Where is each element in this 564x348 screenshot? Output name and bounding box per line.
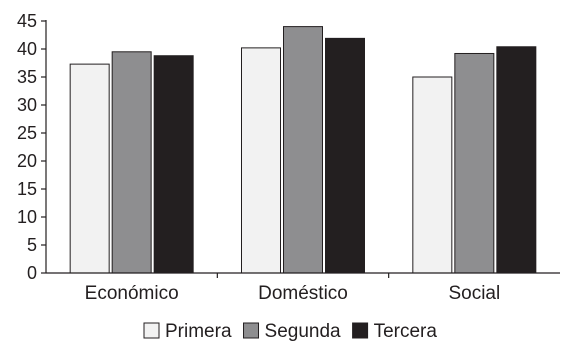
y-axis: 0 5 10 15 20 25 30 35 40 45 xyxy=(17,11,47,283)
y-tick-label: 45 xyxy=(17,11,37,31)
bar-tercera-0 xyxy=(153,55,194,274)
y-tick-label: 20 xyxy=(17,151,37,171)
bar-primera-1 xyxy=(241,47,281,274)
y-tick-label: 25 xyxy=(17,123,37,143)
bar-segunda-0 xyxy=(111,51,152,274)
legend-swatch-segunda xyxy=(243,322,260,339)
legend: Primera Segunda Tercera xyxy=(143,321,438,342)
x-category-label: Económico xyxy=(85,283,179,304)
legend-label-tercera: Tercera xyxy=(374,321,438,342)
legend-swatch-primera xyxy=(143,322,160,339)
bar-tercera-1 xyxy=(325,37,365,274)
y-tick-label: 40 xyxy=(17,39,37,59)
bar-segunda-2 xyxy=(454,52,495,274)
legend-label-primera: Primera xyxy=(165,321,232,342)
bar-primera-0 xyxy=(69,63,110,274)
legend-label-segunda: Segunda xyxy=(265,321,342,342)
legend-swatch-tercera xyxy=(352,322,369,339)
y-tick-label: 5 xyxy=(27,235,37,255)
bar-tercera-2 xyxy=(496,46,537,274)
x-category-label: Doméstico xyxy=(258,283,348,304)
x-category-label: Social xyxy=(448,283,500,304)
bars xyxy=(69,26,537,274)
y-tick-label: 30 xyxy=(17,95,37,115)
y-tick-label: 0 xyxy=(27,263,37,283)
x-axis: Económico Doméstico Social xyxy=(46,272,560,304)
bar-segunda-1 xyxy=(283,26,323,274)
bar-primera-2 xyxy=(412,76,453,274)
y-tick-label: 15 xyxy=(17,179,37,199)
y-tick-label: 10 xyxy=(17,207,37,227)
y-tick-label: 35 xyxy=(17,67,37,87)
